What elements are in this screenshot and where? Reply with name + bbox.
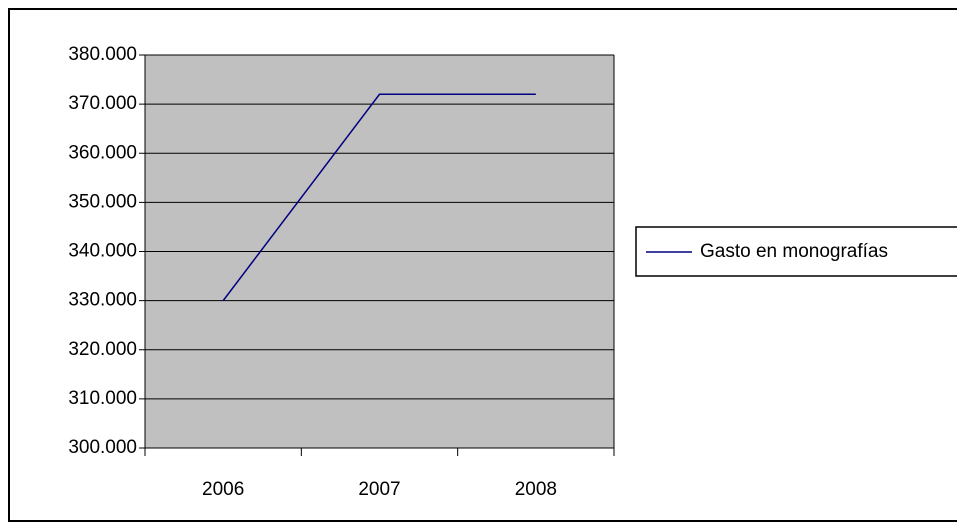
y-tick-label: 310.000 xyxy=(68,388,137,409)
y-tick-label: 330.000 xyxy=(68,290,137,311)
x-tick-label: 2006 xyxy=(202,479,244,500)
y-tick-label: 370.000 xyxy=(68,93,137,114)
y-tick-label: 360.000 xyxy=(68,142,137,163)
data-line xyxy=(222,93,536,302)
y-tick-label: 340.000 xyxy=(68,241,137,262)
x-tick-label: 2008 xyxy=(515,479,557,500)
y-tick-label: 380.000 xyxy=(68,44,137,65)
y-tick-label: 320.000 xyxy=(68,339,137,360)
legend-label: Gasto en monografías xyxy=(700,241,888,262)
x-tick-label: 2007 xyxy=(358,479,400,500)
y-tick-label: 350.000 xyxy=(68,191,137,212)
y-tick-label: 300.000 xyxy=(68,437,137,458)
